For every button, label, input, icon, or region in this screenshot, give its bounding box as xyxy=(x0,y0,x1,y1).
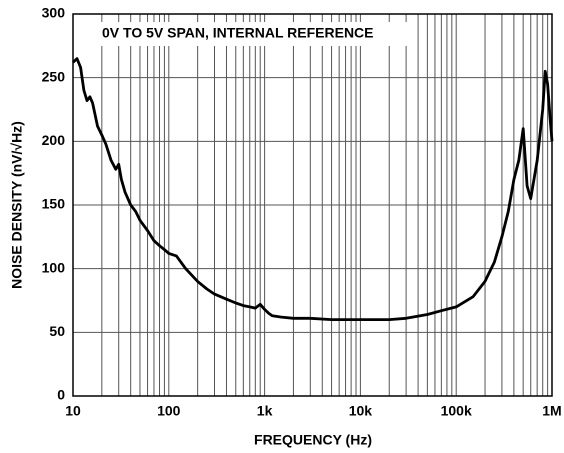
y-tick-label: 100 xyxy=(42,259,66,275)
x-tick-label: 100 xyxy=(157,403,181,419)
data-line xyxy=(72,57,554,321)
plot-frame xyxy=(72,13,553,397)
y-tick-label: 250 xyxy=(42,68,66,84)
annotation: 0V TO 5V SPAN, INTERNAL REFERENCE xyxy=(102,25,374,41)
x-tick-label: 10k xyxy=(349,403,373,419)
x-axis-label: FREQUENCY (Hz) xyxy=(254,432,372,448)
y-tick-label: 0 xyxy=(57,387,65,403)
y-axis-label: NOISE DENSITY (nV/√Hz) xyxy=(9,121,25,289)
y-tick-label: 200 xyxy=(42,132,66,148)
annotation-box xyxy=(96,22,416,46)
y-tick-label: 50 xyxy=(49,323,65,339)
y-tick-label: 300 xyxy=(42,5,66,21)
y-tick-label: 150 xyxy=(42,196,66,212)
x-tick-label: 10 xyxy=(65,403,81,419)
x-tick-label: 1M xyxy=(542,403,561,419)
x-tick-label: 100k xyxy=(441,403,472,419)
x-tick-label: 1k xyxy=(257,403,273,419)
